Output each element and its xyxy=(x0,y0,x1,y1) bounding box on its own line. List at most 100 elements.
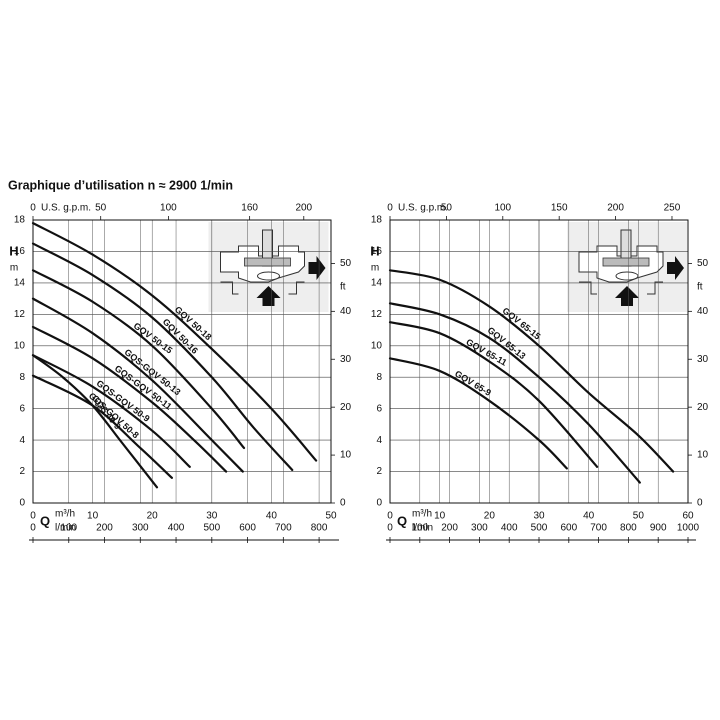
curve xyxy=(31,354,191,468)
x-axis-unit: m³/h xyxy=(55,509,75,520)
x3-tick-label: 0 xyxy=(387,523,393,534)
y-tick-label: 18 xyxy=(14,215,26,226)
x3-tick-label: 100 xyxy=(411,523,428,534)
x3-tick-label: 1000 xyxy=(677,523,700,534)
y-tick-label: 14 xyxy=(14,278,26,289)
x-tick-label: 30 xyxy=(533,511,545,522)
x3-tick-label: 300 xyxy=(132,523,149,534)
y-tick-label: 6 xyxy=(376,403,382,414)
curve xyxy=(388,321,599,468)
curve xyxy=(31,242,294,472)
y-tick-label: 10 xyxy=(371,340,383,351)
y-tick-label: 16 xyxy=(14,246,26,257)
y-axis-unit: m xyxy=(371,263,379,274)
y-tick-label: 12 xyxy=(14,309,26,320)
x3-tick-label: 500 xyxy=(203,523,220,534)
y-tick-label: 12 xyxy=(371,309,383,320)
curve xyxy=(31,325,228,473)
x-tick-label: 20 xyxy=(147,511,159,522)
y2-axis-label: ft xyxy=(697,282,703,293)
curve xyxy=(31,354,159,489)
y-tick-label: 2 xyxy=(19,466,25,477)
x-tick-label: 60 xyxy=(682,511,694,522)
y2-tick-label: 10 xyxy=(697,450,709,461)
x-tick-label: 50 xyxy=(633,511,645,522)
x2-tick-label: 50 xyxy=(441,203,453,214)
x-tick-label: 50 xyxy=(325,511,337,522)
x-tick-label: 10 xyxy=(434,511,446,522)
y2-tick-label: 20 xyxy=(697,402,709,413)
curve xyxy=(388,357,568,470)
y-tick-label: 16 xyxy=(371,246,383,257)
x3-axis-unit: l/min xyxy=(55,523,76,534)
x3-tick-label: 600 xyxy=(560,523,577,534)
x2-tick-label: 50 xyxy=(95,203,107,214)
x3-tick-label: 700 xyxy=(275,523,292,534)
x-tick-label: 20 xyxy=(484,511,496,522)
x2-tick-label: 200 xyxy=(607,203,624,214)
y2-tick-label: 0 xyxy=(697,498,703,509)
x2-tick-label: 0 xyxy=(387,203,393,214)
x2-tick-label: 200 xyxy=(295,203,312,214)
y2-tick-label: 30 xyxy=(340,354,352,365)
x3-tick-label: 700 xyxy=(590,523,607,534)
y2-tick-label: 40 xyxy=(340,306,352,317)
y2-axis-label: ft xyxy=(340,282,346,293)
y-tick-label: 4 xyxy=(376,435,382,446)
x3-tick-label: 300 xyxy=(471,523,488,534)
x2-tick-label: 100 xyxy=(494,203,511,214)
x3-tick-label: 900 xyxy=(650,523,667,534)
y-tick-label: 18 xyxy=(371,215,383,226)
y-tick-label: 8 xyxy=(19,372,25,383)
y-tick-label: 14 xyxy=(371,278,383,289)
x3-tick-label: 400 xyxy=(501,523,518,534)
y-tick-label: 0 xyxy=(19,498,25,509)
x3-tick-label: 100 xyxy=(60,523,77,534)
x3-tick-label: 0 xyxy=(30,523,36,534)
x3-axis-unit: l/min xyxy=(412,523,433,534)
x-tick-label: 0 xyxy=(387,511,393,522)
y2-tick-label: 50 xyxy=(697,258,709,269)
x3-tick-label: 800 xyxy=(620,523,637,534)
x-tick-label: 0 xyxy=(30,511,36,522)
x3-tick-label: 200 xyxy=(96,523,113,534)
page-title: Graphique d’utilisation n ≈ 2900 1/min xyxy=(8,178,233,192)
x2-tick-label: 150 xyxy=(551,203,568,214)
y-axis-label: H xyxy=(370,243,379,258)
y2-tick-label: 40 xyxy=(697,306,709,317)
x-tick-label: 30 xyxy=(206,511,218,522)
curve xyxy=(388,302,641,484)
x2-tick-label: 250 xyxy=(664,203,681,214)
x2-axis-label: U.S. g.p.m. xyxy=(41,203,91,214)
plot-frame xyxy=(389,219,689,504)
x2-axis-label: U.S. g.p.m. xyxy=(398,203,448,214)
y2-tick-label: 30 xyxy=(697,354,709,365)
y-tick-label: 8 xyxy=(376,372,382,383)
curve xyxy=(388,269,675,473)
pump-diagram xyxy=(567,222,687,312)
x-tick-label: 40 xyxy=(583,511,595,522)
y-tick-label: 2 xyxy=(376,466,382,477)
x-axis-label: Q xyxy=(40,513,50,528)
y2-tick-label: 20 xyxy=(340,402,352,413)
curve-label: GQV 65-9 xyxy=(453,369,493,398)
curve xyxy=(31,297,244,473)
x3-tick-label: 800 xyxy=(311,523,328,534)
plot-frame xyxy=(32,219,332,504)
y2-tick-label: 0 xyxy=(340,498,346,509)
y2-tick-label: 50 xyxy=(340,258,352,269)
y-tick-label: 4 xyxy=(19,435,25,446)
curve xyxy=(31,374,173,479)
y-tick-label: 6 xyxy=(19,403,25,414)
y-axis-label: H xyxy=(9,243,18,258)
x2-tick-label: 160 xyxy=(241,203,258,214)
pump-diagram xyxy=(208,222,329,312)
x-tick-label: 10 xyxy=(87,511,99,522)
y-tick-label: 0 xyxy=(376,498,382,509)
x3-tick-label: 400 xyxy=(168,523,185,534)
x3-tick-label: 600 xyxy=(239,523,256,534)
x-axis-unit: m³/h xyxy=(412,509,432,520)
y-axis-unit: m xyxy=(10,263,18,274)
